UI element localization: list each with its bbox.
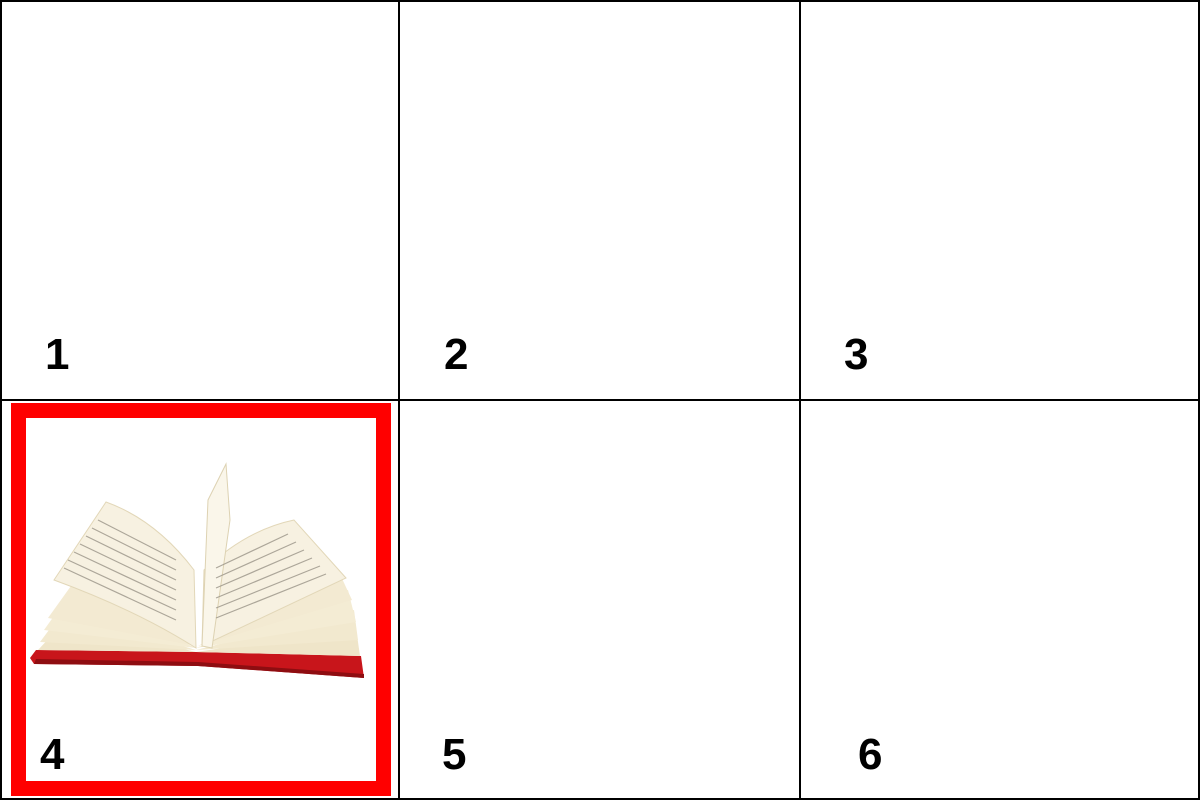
cell-number-1: 1: [45, 330, 70, 379]
cell-number-3: 3: [844, 330, 869, 379]
grid-divider-vertical-1: [398, 0, 400, 800]
grid-cell-6[interactable]: 6: [801, 401, 1198, 798]
cell-number-2: 2: [444, 330, 469, 379]
grid-cell-2[interactable]: 2: [400, 2, 799, 399]
grid-cell-1[interactable]: 1: [2, 2, 398, 399]
book-standing-page: [201, 462, 231, 649]
grid-cell-5[interactable]: 5: [400, 401, 799, 798]
cell-number-6: 6: [858, 730, 883, 779]
grid-divider-horizontal: [0, 399, 1200, 401]
grid-divider-vertical-2: [799, 0, 801, 800]
grid-border-top: [0, 0, 1200, 2]
book-left-page: [53, 501, 197, 649]
cell-number-4: 4: [40, 730, 65, 779]
grid-cell-3[interactable]: 3: [801, 2, 1198, 399]
grid-border-bottom: [0, 798, 1200, 800]
open-book-image: [30, 462, 364, 678]
selected-cell-highlight: [11, 403, 391, 796]
cell-number-5: 5: [442, 730, 467, 779]
